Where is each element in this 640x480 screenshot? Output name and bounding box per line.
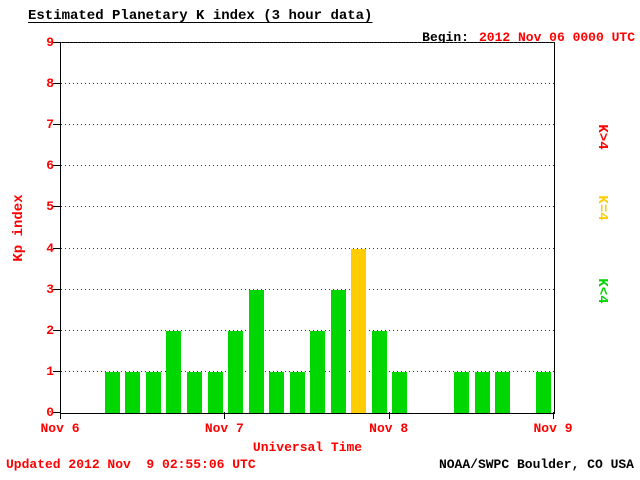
- gridline: [61, 206, 554, 208]
- y-tick-label: 7: [46, 117, 54, 133]
- kp-bar: [330, 289, 346, 413]
- gridline: [61, 124, 554, 126]
- y-tick-label: 1: [46, 363, 54, 379]
- begin-label: Begin:: [422, 30, 469, 45]
- gridline: [61, 83, 554, 85]
- chart-title: Estimated Planetary K index (3 hour data…: [28, 8, 373, 24]
- x-axis-title: Universal Time: [252, 440, 363, 455]
- kp-bar: [269, 371, 285, 413]
- begin-value: 2012 Nov 06 0000 UTC: [478, 30, 635, 45]
- kp-bar: [289, 371, 305, 413]
- y-tick-label: 3: [46, 281, 54, 297]
- kp-bar: [166, 330, 182, 413]
- y-tick-mark: [53, 206, 60, 208]
- y-tick-mark: [53, 247, 60, 249]
- y-tick-label: 0: [46, 405, 54, 420]
- kp-bar: [454, 371, 470, 413]
- y-tick-mark: [53, 165, 60, 167]
- begin-line: Begin: 2012 Nov 06 0000 UTC: [375, 15, 635, 60]
- x-tick-label: Nov 7: [204, 421, 244, 436]
- y-tick-mark: [53, 370, 60, 372]
- kp-bar: [207, 371, 223, 413]
- gridline: [61, 247, 554, 249]
- x-tick-label: Nov 8: [369, 421, 409, 436]
- x-tick-mark: [553, 412, 554, 419]
- y-tick-label: 8: [46, 76, 54, 92]
- kp-bar: [474, 371, 490, 413]
- kp-bar: [371, 330, 387, 413]
- gridline: [61, 370, 554, 372]
- y-tick-mark: [53, 412, 60, 413]
- plot-frame: [60, 42, 555, 414]
- y-tick-label: 5: [46, 199, 54, 215]
- y-tick-label: 6: [46, 158, 54, 174]
- source-credit: NOAA/SWPC Boulder, CO USA: [438, 457, 634, 472]
- x-tick-mark: [224, 412, 226, 419]
- kp-bar: [495, 371, 511, 413]
- y-axis-title: Kp index: [11, 194, 27, 262]
- x-tick-label: Nov 6: [40, 421, 80, 436]
- y-tick-mark: [53, 83, 60, 85]
- kp-bar: [228, 330, 244, 413]
- y-tick-mark: [53, 329, 60, 331]
- kp-bar: [187, 371, 203, 413]
- updated-timestamp: Updated 2012 Nov 9 02:55:06 UTC: [6, 457, 256, 472]
- legend-item: K=4: [594, 195, 610, 221]
- kp-bar: [351, 248, 367, 413]
- kp-bar: [310, 330, 326, 413]
- gridline: [61, 42, 554, 43]
- kp-bar: [248, 289, 264, 413]
- kp-bar: [104, 371, 120, 413]
- kp-bar: [145, 371, 161, 413]
- kp-bar: [392, 371, 408, 413]
- x-tick-label: Nov 9: [533, 421, 573, 436]
- y-tick-mark: [53, 288, 60, 290]
- legend-item: K<4: [594, 278, 610, 304]
- y-tick-mark: [53, 124, 60, 126]
- x-tick-mark: [60, 412, 61, 419]
- y-tick-label: 2: [46, 322, 54, 338]
- gridline: [61, 165, 554, 167]
- gridline: [61, 329, 554, 331]
- x-tick-mark: [388, 412, 390, 419]
- kp-bar: [536, 371, 552, 413]
- legend-item: K>4: [594, 124, 610, 150]
- y-tick-label: 9: [46, 35, 54, 50]
- y-tick-label: 4: [46, 240, 54, 256]
- kp-bar: [125, 371, 141, 413]
- gridline: [61, 288, 554, 290]
- y-tick-mark: [53, 42, 60, 43]
